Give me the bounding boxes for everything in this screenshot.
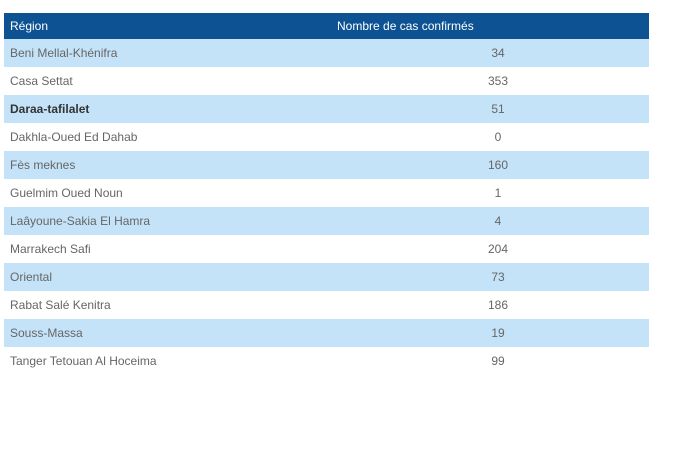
- cases-cell: 4: [337, 207, 649, 235]
- cases-value: 160: [487, 158, 509, 172]
- cases-cell: 34: [337, 39, 649, 67]
- cases-value: 99: [491, 354, 505, 368]
- table-row: Rabat Salé Kenitra 186: [4, 291, 649, 319]
- table-row: Souss-Massa 19: [4, 319, 649, 347]
- table-row: Guelmim Oued Noun 1: [4, 179, 649, 207]
- cases-cell: 160: [337, 151, 649, 179]
- table-row: Dakhla-Oued Ed Dahab 0: [4, 123, 649, 151]
- region-cell: Dakhla-Oued Ed Dahab: [10, 130, 138, 144]
- cases-cell: 51: [337, 95, 649, 123]
- cases-table-container: Région Nombre de cas confirmés Beni Mell…: [4, 13, 649, 375]
- region-cell: Daraa-tafilalet: [10, 102, 90, 116]
- cases-value: 4: [494, 214, 502, 228]
- table-row: Fès meknes 160: [4, 151, 649, 179]
- region-cell: Rabat Salé Kenitra: [10, 298, 111, 312]
- cases-by-region-table: Région Nombre de cas confirmés Beni Mell…: [4, 13, 649, 375]
- region-cell: Tanger Tetouan Al Hoceima: [10, 354, 157, 368]
- cases-cell: 73: [337, 263, 649, 291]
- cases-cell: 99: [337, 347, 649, 375]
- table-row: Marrakech Safi 204: [4, 235, 649, 263]
- cases-cell: 19: [337, 319, 649, 347]
- cases-value: 19: [491, 326, 505, 340]
- table-row: Laâyoune-Sakia El Hamra 4: [4, 207, 649, 235]
- cases-value: 204: [487, 242, 509, 256]
- cases-value: 51: [491, 102, 505, 116]
- column-header-cases: Nombre de cas confirmés: [337, 19, 474, 33]
- table-row: Casa Settat 353: [4, 67, 649, 95]
- region-cell: Casa Settat: [10, 74, 73, 88]
- region-cell: Fès meknes: [10, 158, 76, 172]
- cases-cell: 204: [337, 235, 649, 263]
- table-header: Région Nombre de cas confirmés: [4, 13, 649, 39]
- table-row: Beni Mellal-Khénifra 34: [4, 39, 649, 67]
- cases-value: 34: [491, 46, 505, 60]
- table-body: Beni Mellal-Khénifra 34 Casa Settat 353 Dara…: [4, 39, 649, 375]
- table-row: Tanger Tetouan Al Hoceima 99: [4, 347, 649, 375]
- cases-value: 186: [487, 298, 509, 312]
- cases-cell: 1: [337, 179, 649, 207]
- region-cell: Beni Mellal-Khénifra: [10, 46, 118, 60]
- region-cell: Marrakech Safi: [10, 242, 91, 256]
- cases-value: 73: [491, 270, 505, 284]
- cases-value: 353: [487, 74, 509, 88]
- region-cell: Souss-Massa: [10, 326, 83, 340]
- column-header-region: Région: [10, 19, 49, 33]
- header-row: Région Nombre de cas confirmés: [4, 13, 649, 39]
- region-cell: Guelmim Oued Noun: [10, 186, 123, 200]
- cases-value: 0: [494, 130, 502, 144]
- region-cell: Laâyoune-Sakia El Hamra: [10, 214, 151, 228]
- table-row: Oriental 73: [4, 263, 649, 291]
- table-row: Daraa-tafilalet 51: [4, 95, 649, 123]
- cases-cell: 186: [337, 291, 649, 319]
- cases-value: 1: [494, 186, 502, 200]
- cases-cell: 0: [337, 123, 649, 151]
- cases-cell: 353: [337, 67, 649, 95]
- region-cell: Oriental: [10, 270, 53, 284]
